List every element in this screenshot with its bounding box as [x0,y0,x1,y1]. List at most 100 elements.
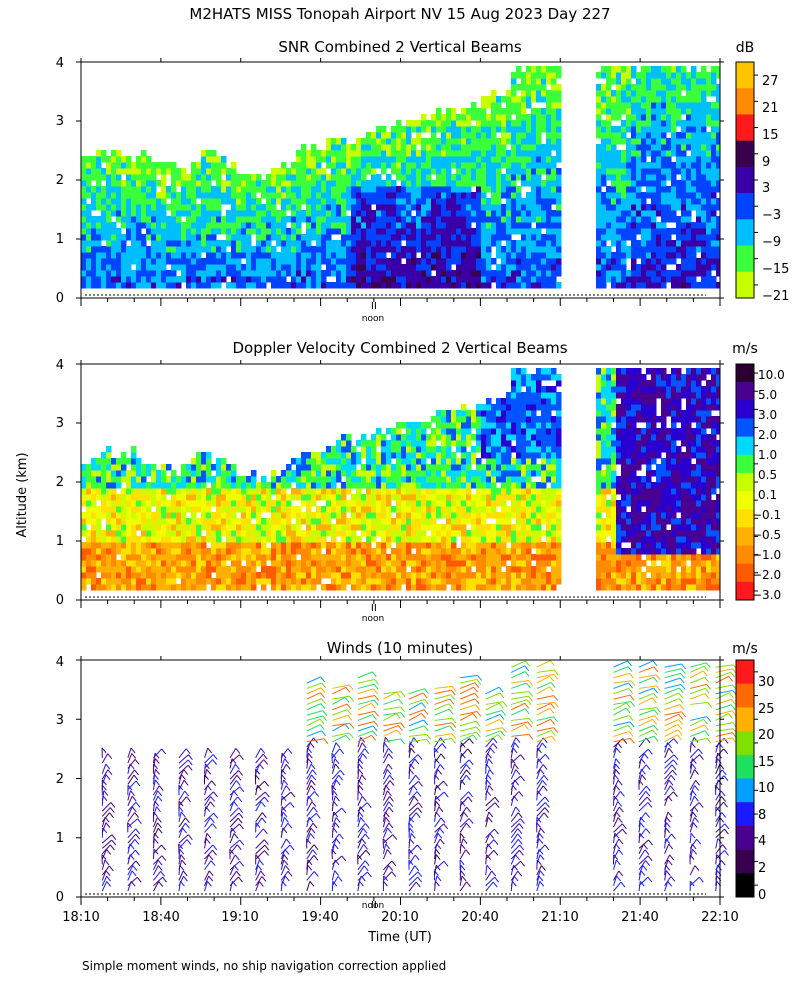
snr-cell [716,66,720,73]
snr-cell [666,150,672,157]
vel-cell [141,476,147,483]
snr-cell [311,252,317,259]
snr-cell [156,276,162,283]
snr-cell [341,168,347,175]
snr-cell [396,120,402,127]
vel-cell [116,578,122,585]
snr-cell [296,156,302,163]
snr-cell [376,132,382,139]
snr-cell [221,252,227,259]
snr-cell [321,276,327,283]
vel-cell [371,548,377,555]
vel-cell [106,452,112,459]
vel-cell [411,584,417,591]
snr-cell [481,126,487,133]
snr-cell [151,246,157,253]
snr-cell [326,246,332,253]
snr-cell [106,258,112,265]
vel-cell [296,548,302,555]
vel-cell [201,476,207,483]
snr-cell [331,246,337,253]
vel-cell [276,542,282,549]
snr-cell [706,240,712,247]
vel-cell [371,452,377,459]
snr-cell [291,198,297,205]
vel-cell [336,548,342,555]
snr-cell [531,246,537,253]
snr-cell [551,240,557,247]
snr-cell [696,90,702,97]
snr-cell [641,108,647,115]
snr-cell [626,192,632,199]
vel-cell [341,464,347,471]
snr-cell [361,270,367,277]
vel-cell [441,482,447,489]
vel-cell [281,512,287,519]
snr-cell [401,198,407,205]
snr-cell [346,282,352,289]
snr-cell [611,270,617,277]
snr-cell [711,252,717,259]
snr-cell [496,162,502,169]
vel-cell [391,584,397,591]
snr-cell [361,174,367,181]
snr-cell [481,102,487,109]
snr-cell [136,204,142,211]
snr-cell [346,198,352,205]
snr-cell [651,180,657,187]
snr-cell [661,78,667,85]
vel-cell [316,488,322,495]
vel-cell [421,542,427,549]
snr-cell [526,102,532,109]
snr-cell [546,114,552,121]
snr-cell [231,282,237,289]
snr-cell [511,162,517,169]
snr-cell [666,234,672,241]
vel-cell [141,524,147,531]
snr-cell [336,210,342,217]
snr-cell [261,228,267,235]
snr-cell [716,186,720,193]
snr-cell [106,228,112,235]
vel-cell [116,560,122,567]
snr-cell [481,192,487,199]
snr-cell [231,180,237,187]
vel-cell [136,506,142,513]
vel-cell [326,566,332,573]
vel-cell [211,584,217,591]
vel-cell [86,500,92,507]
snr-cell [636,192,642,199]
snr-cell [551,180,557,187]
snr-cell [101,150,107,157]
vel-cell [261,500,267,507]
snr-cell [651,210,657,217]
snr-cell [316,222,322,229]
vel-cell [131,470,137,477]
snr-cell [651,240,657,247]
snr-cell [371,252,377,259]
snr-cell [516,126,522,133]
vel-cell [351,476,357,483]
vel-cell [461,530,467,537]
snr-cell [611,138,617,145]
snr-cell [451,228,457,235]
snr-cell [241,174,247,181]
velocity-heatmap [81,368,720,591]
vel-cell [126,512,132,519]
vel-cell [236,482,242,489]
snr-cell [156,192,162,199]
vel-cell [286,554,292,561]
snr-cell [266,204,272,211]
vel-cell [256,506,262,513]
snr-cell [81,204,87,211]
vel-cell [401,560,407,567]
vel-cell [286,560,292,567]
vel-cell [106,530,112,537]
snr-cell [531,216,537,223]
vel-cell [286,470,292,477]
vel-cell [456,482,462,489]
vel-cell [446,416,452,423]
vel-cell [426,584,432,591]
snr-cell [361,282,367,289]
snr-cell [716,270,720,277]
